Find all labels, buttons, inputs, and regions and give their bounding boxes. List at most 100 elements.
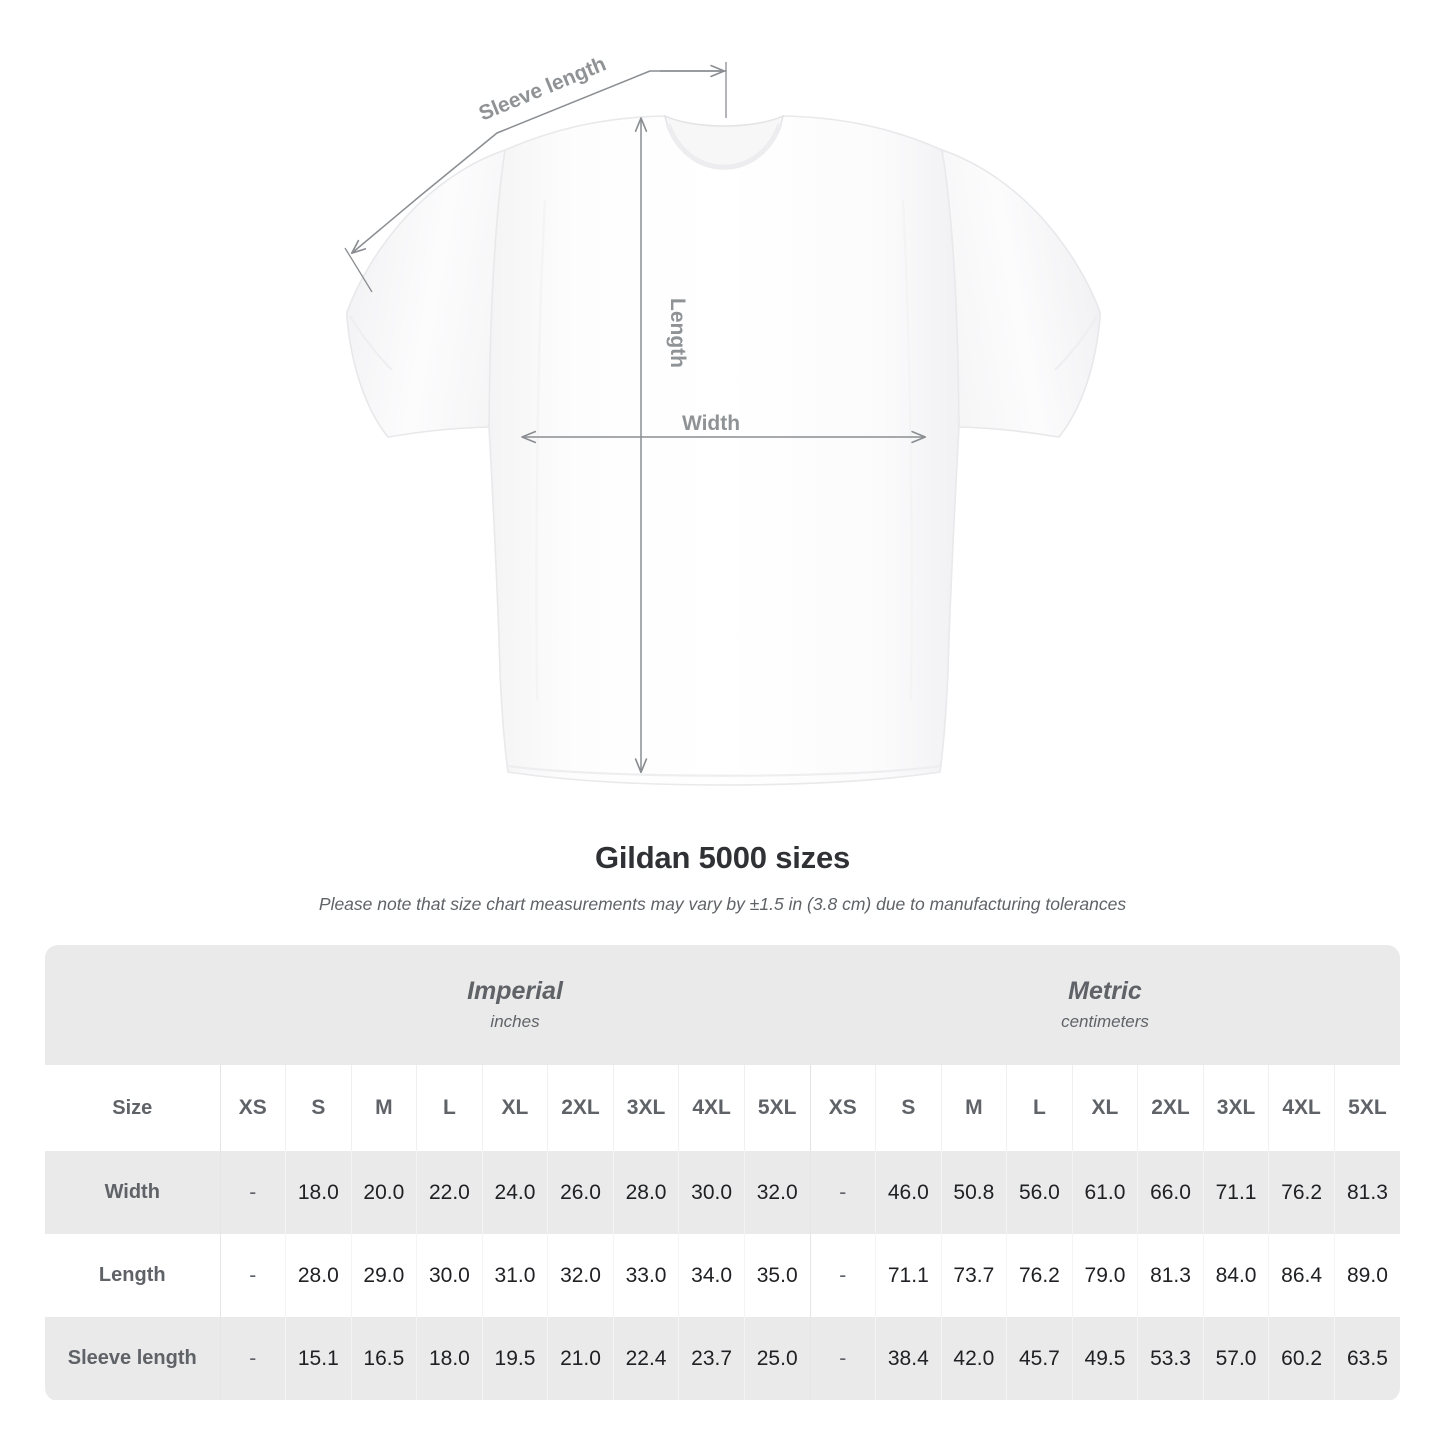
size-header-imperial-3xl: 3XL — [613, 1065, 680, 1151]
size-header-row: Size XS S M L XL 2XL 3XL 4XL 5XL XS S M L XL 2XL 3XL 4XL 5… — [45, 1065, 1400, 1151]
cell-sleeve-length-metric-s: 38.4 — [875, 1317, 942, 1400]
size-header-metric-5xl: 5XL — [1334, 1065, 1400, 1151]
cell-sleeve-length-imperial-s: 15.1 — [285, 1317, 352, 1400]
size-header-imperial-xl: XL — [482, 1065, 549, 1151]
cell-width-imperial-xs: - — [220, 1151, 287, 1234]
cell-width-imperial-3xl: 28.0 — [613, 1151, 680, 1234]
size-header-metric-xs: XS — [810, 1065, 877, 1151]
size-header-imperial-s: S — [285, 1065, 352, 1151]
cell-length-imperial-xl: 31.0 — [482, 1234, 549, 1317]
cell-length-metric-s: 71.1 — [875, 1234, 942, 1317]
tolerance-note: Please note that size chart measurements… — [318, 894, 1127, 914]
size-header-imperial-2xl: 2XL — [547, 1065, 614, 1151]
unit-group-metric: Metric centimeters — [810, 945, 1400, 1065]
hem-line — [507, 764, 941, 777]
row-label-width: Width — [45, 1151, 221, 1234]
shirt-body — [488, 115, 960, 786]
unit-header-row: Imperial inches Metric centimeters — [45, 945, 1400, 1065]
garment-shape — [346, 114, 1101, 786]
cell-sleeve-length-imperial-m: 16.5 — [351, 1317, 418, 1400]
table-row: Sleeve length -15.1 16.5 18.0 19.5 21.0 22.4 23… — [45, 1317, 1400, 1400]
size-header-imperial-4xl: 4XL — [678, 1065, 745, 1151]
cell-sleeve-length-imperial-l: 18.0 — [416, 1317, 483, 1400]
size-header-imperial-l: L — [416, 1065, 483, 1151]
cell-sleeve-length-metric-m: 42.0 — [941, 1317, 1008, 1400]
cell-sleeve-length-imperial-4xl: 23.7 — [678, 1317, 745, 1400]
table-row: Length -28.0 29.0 30.0 31.0 32.0 33.0 34.0 35.0-… — [45, 1234, 1400, 1317]
cell-sleeve-length-imperial-xs: - — [220, 1317, 287, 1400]
size-header-label: Size — [45, 1065, 221, 1151]
size-header-metric-l: L — [1006, 1065, 1073, 1151]
collar-inner-ribbing — [665, 123, 783, 170]
cell-length-imperial-3xl: 33.0 — [613, 1234, 680, 1317]
row-label-sleeve-length: Sleeve length — [45, 1317, 221, 1400]
size-header-imperial-5xl: 5XL — [744, 1065, 811, 1151]
size-header-metric-2xl: 2XL — [1137, 1065, 1204, 1151]
cell-sleeve-length-metric-2xl: 53.3 — [1137, 1317, 1204, 1400]
cell-sleeve-length-metric-xl: 49.5 — [1072, 1317, 1139, 1400]
cell-width-imperial-4xl: 30.0 — [678, 1151, 745, 1234]
cell-length-imperial-l: 30.0 — [416, 1234, 483, 1317]
cell-width-imperial-2xl: 26.0 — [547, 1151, 614, 1234]
cell-length-imperial-xs: - — [220, 1234, 287, 1317]
chart-title-block: Gildan 5000 sizes Please note that size … — [0, 838, 1445, 916]
size-header-metric-4xl: 4XL — [1268, 1065, 1335, 1151]
sleeve-length-extension-hem — [344, 247, 373, 293]
row-label-length: Length — [45, 1234, 221, 1317]
cell-width-metric-xs: - — [810, 1151, 877, 1234]
cell-width-metric-4xl: 76.2 — [1268, 1151, 1335, 1234]
page-title: Gildan 5000 sizes — [594, 840, 851, 875]
cell-length-metric-m: 73.7 — [941, 1234, 1008, 1317]
cell-width-imperial-s: 18.0 — [285, 1151, 352, 1234]
cell-sleeve-length-imperial-xl: 19.5 — [482, 1317, 549, 1400]
right-sleeve-hem — [1054, 315, 1098, 371]
tshirt-illustration: Sleeve length Length Width — [344, 52, 1101, 786]
size-header-metric-m: M — [941, 1065, 1008, 1151]
cell-length-metric-4xl: 86.4 — [1268, 1234, 1335, 1317]
cell-length-imperial-5xl: 35.0 — [744, 1234, 811, 1317]
size-header-metric-xl: XL — [1072, 1065, 1139, 1151]
cell-length-metric-3xl: 84.0 — [1203, 1234, 1270, 1317]
cell-width-metric-s: 46.0 — [875, 1151, 942, 1234]
cell-length-metric-xl: 79.0 — [1072, 1234, 1139, 1317]
cell-width-metric-m: 50.8 — [941, 1151, 1008, 1234]
size-header-imperial-xs: XS — [220, 1065, 287, 1151]
cell-width-metric-xl: 61.0 — [1072, 1151, 1139, 1234]
cell-length-metric-2xl: 81.3 — [1137, 1234, 1204, 1317]
cell-width-metric-l: 56.0 — [1006, 1151, 1073, 1234]
left-sleeve-hem — [349, 315, 393, 371]
cell-width-metric-2xl: 66.0 — [1137, 1151, 1204, 1234]
cell-sleeve-length-metric-xs: - — [810, 1317, 877, 1400]
cell-sleeve-length-imperial-2xl: 21.0 — [547, 1317, 614, 1400]
unit-system-subtitle: inches — [490, 1012, 540, 1031]
unit-system-subtitle: centimeters — [1061, 1012, 1149, 1031]
cell-width-metric-5xl: 81.3 — [1334, 1151, 1400, 1234]
unit-system-name: Metric — [1068, 977, 1142, 1005]
cell-width-imperial-l: 22.0 — [416, 1151, 483, 1234]
size-header-imperial-m: M — [351, 1065, 418, 1151]
cell-length-imperial-s: 28.0 — [285, 1234, 352, 1317]
cell-length-metric-l: 76.2 — [1006, 1234, 1073, 1317]
cell-length-metric-5xl: 89.0 — [1334, 1234, 1400, 1317]
cell-length-imperial-2xl: 32.0 — [547, 1234, 614, 1317]
length-label: Length — [666, 298, 689, 368]
size-header-metric-s: S — [875, 1065, 942, 1151]
size-header-metric-3xl: 3XL — [1203, 1065, 1270, 1151]
size-chart-table: Imperial inches Metric centimeters Size XS S M L… — [45, 945, 1400, 1400]
cell-sleeve-length-metric-l: 45.7 — [1006, 1317, 1073, 1400]
unit-group-imperial: Imperial inches — [220, 945, 810, 1065]
tshirt-diagram: Sleeve length Length Width — [344, 52, 1101, 786]
size-chart-table-container: Imperial inches Metric centimeters Size XS S M L… — [45, 945, 1400, 1401]
cell-length-imperial-4xl: 34.0 — [678, 1234, 745, 1317]
cell-sleeve-length-imperial-3xl: 22.4 — [613, 1317, 680, 1400]
cell-width-imperial-m: 20.0 — [351, 1151, 418, 1234]
cell-length-metric-xs: - — [810, 1234, 877, 1317]
table-row: Width -18.0 20.0 22.0 24.0 26.0 28.0 30.0 32.0-4… — [45, 1151, 1400, 1234]
unit-spacer-cell — [45, 945, 220, 1065]
cell-length-imperial-m: 29.0 — [351, 1234, 418, 1317]
width-label: Width — [682, 412, 740, 435]
unit-system-name: Imperial — [467, 977, 563, 1005]
cell-sleeve-length-imperial-5xl: 25.0 — [744, 1317, 811, 1400]
cell-sleeve-length-metric-3xl: 57.0 — [1203, 1317, 1270, 1400]
cell-sleeve-length-metric-4xl: 60.2 — [1268, 1317, 1335, 1400]
